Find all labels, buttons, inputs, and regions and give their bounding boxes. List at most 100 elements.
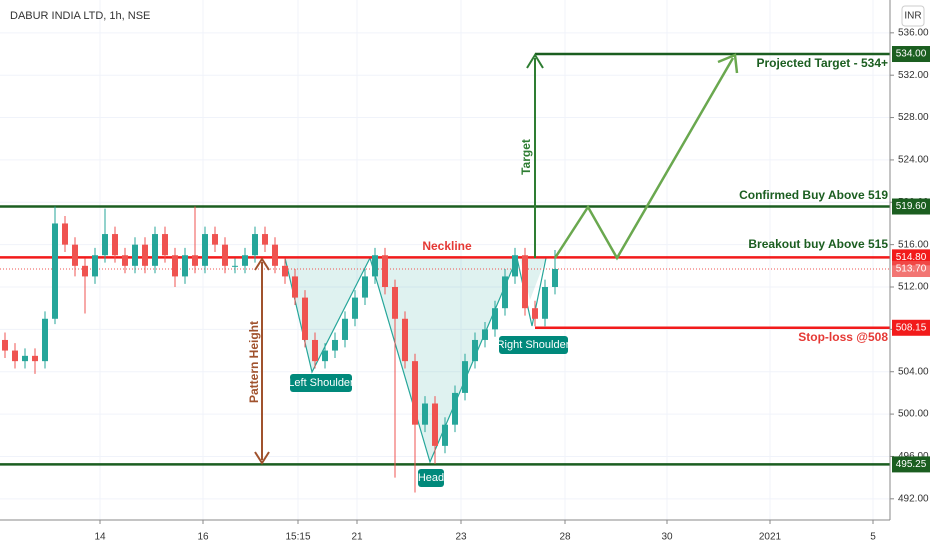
candle-body <box>242 255 248 266</box>
annotation: Pattern Height <box>247 321 261 403</box>
y-tick-label: 524.00 <box>898 155 929 166</box>
candle-body <box>182 255 188 277</box>
level-label: 514.80 <box>896 252 927 263</box>
target-arrowhead <box>526 53 544 69</box>
x-tick-label: 5 <box>870 532 876 543</box>
candle-body <box>262 234 268 245</box>
candle-body <box>462 361 468 393</box>
candle-body <box>62 223 68 245</box>
annotation: Projected Target - 534+ <box>757 56 889 70</box>
candle-body <box>402 318 408 362</box>
candle-body <box>32 355 38 362</box>
candle-body <box>12 350 18 362</box>
chart-title: DABUR INDIA LTD, 1h, NSE <box>10 10 150 22</box>
annotation: Target <box>519 139 533 175</box>
candle-body <box>2 339 8 351</box>
candle-body <box>482 329 488 340</box>
candle-body <box>352 297 358 319</box>
annotation: Right Shoulder <box>497 339 570 351</box>
y-tick-label: 516.00 <box>898 239 929 250</box>
label-box <box>499 336 568 354</box>
candle-body <box>472 339 478 362</box>
candle-body <box>172 255 178 277</box>
currency[interactable]: INR <box>904 11 921 22</box>
x-tick-label: 28 <box>559 532 571 543</box>
annotation: Neckline <box>422 239 472 253</box>
pattern-outline <box>284 256 547 464</box>
candle-body <box>332 339 338 351</box>
candle-body <box>422 403 428 425</box>
level-label-box <box>892 319 930 336</box>
candle-body <box>322 350 328 362</box>
level-label: 495.25 <box>896 459 927 470</box>
level-label: 513.70 <box>896 264 927 275</box>
candle-body <box>362 276 368 298</box>
candle-body <box>542 287 548 319</box>
height-arrowhead-bottom <box>254 451 270 465</box>
x-tick-label: 15:15 <box>285 532 310 543</box>
candle-body <box>102 234 108 256</box>
candle-body <box>412 361 418 425</box>
y-tick-label: 504.00 <box>898 366 929 377</box>
candle-body <box>382 255 388 288</box>
x-tick-label: 16 <box>197 532 209 543</box>
level-label-box <box>892 456 930 473</box>
candle-body <box>92 255 98 277</box>
annotation: Stop-loss @508 <box>798 330 888 344</box>
candle-body <box>202 234 208 266</box>
candle-body <box>22 355 28 362</box>
candles <box>2 206 558 493</box>
candle-body <box>292 276 298 298</box>
candle-body <box>232 265 238 267</box>
candle-body <box>522 255 528 309</box>
level-label-box <box>892 46 930 63</box>
candle-body <box>282 265 288 277</box>
candle-body <box>502 276 508 309</box>
candle-body <box>52 223 58 319</box>
label-box <box>290 374 352 392</box>
candle-body <box>152 234 158 266</box>
level-label: 534.00 <box>896 49 927 60</box>
candle-body <box>142 244 148 266</box>
candle-body <box>252 234 258 256</box>
candle-body <box>452 392 458 425</box>
candle-body <box>42 318 48 362</box>
candle-body <box>392 287 398 319</box>
candle-body <box>372 255 378 277</box>
y-tick-label: 528.00 <box>898 112 929 123</box>
level-label: 519.60 <box>896 201 927 212</box>
candle-body <box>162 234 168 256</box>
y-tick-label: 492.00 <box>898 493 929 504</box>
candle-body <box>132 244 138 266</box>
level-label-box <box>892 261 930 278</box>
candle-body <box>122 255 128 266</box>
y-tick-label: 512.00 <box>898 282 929 293</box>
annotation: Left Shoulder <box>288 377 354 389</box>
label-box <box>418 469 444 487</box>
candle-body <box>302 297 308 340</box>
candle-body <box>492 308 498 330</box>
candle-body <box>72 244 78 266</box>
candle-body <box>442 424 448 446</box>
height-arrowhead-top <box>254 257 270 271</box>
projection-path <box>553 57 735 261</box>
currency-box[interactable] <box>901 5 925 27</box>
candle-body <box>272 244 278 266</box>
candle-body <box>512 255 518 277</box>
candle-body <box>342 318 348 340</box>
candle-body <box>212 234 218 245</box>
annotation: Breakout buy Above 515 <box>748 237 888 251</box>
level-label: 508.15 <box>896 322 927 333</box>
levels <box>0 52 890 466</box>
candle-body <box>82 265 88 277</box>
candle-body <box>222 244 228 266</box>
candle-body <box>312 339 318 362</box>
candle-body <box>112 234 118 256</box>
y-tick-label: 536.00 <box>898 27 929 38</box>
y-tick-label: 500.00 <box>898 409 929 420</box>
candle-body <box>532 308 538 319</box>
annotation: Confirmed Buy Above 519 <box>739 188 888 202</box>
annotation: Head <box>418 472 444 484</box>
